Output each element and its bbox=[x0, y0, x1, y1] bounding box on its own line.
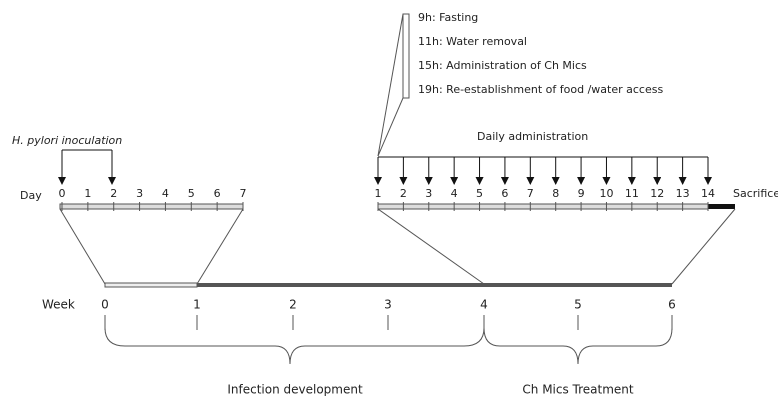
brace bbox=[483, 327, 673, 365]
day-number: 6 bbox=[214, 187, 221, 200]
day-number: 8 bbox=[552, 187, 559, 200]
week-bar bbox=[197, 283, 672, 287]
day-number: 5 bbox=[476, 187, 483, 200]
callout-line bbox=[377, 13, 404, 157]
zoom-line bbox=[59, 208, 106, 285]
treatment-day-bar bbox=[377, 203, 709, 210]
week-number: 3 bbox=[384, 298, 392, 312]
schedule-item: 19h: Re-establishment of food /water acc… bbox=[418, 83, 663, 96]
brace bbox=[104, 327, 485, 365]
week-number: 4 bbox=[480, 298, 488, 312]
day-number: 1 bbox=[84, 187, 91, 200]
day-number: 14 bbox=[701, 187, 715, 200]
day-number: 4 bbox=[162, 187, 169, 200]
day-number: 12 bbox=[650, 187, 664, 200]
inoculation-label: H. pylori inoculation bbox=[12, 134, 122, 147]
day-number: 5 bbox=[188, 187, 195, 200]
callout-line bbox=[377, 97, 404, 157]
daily-label: Daily administration bbox=[477, 130, 588, 143]
phase-label: Ch Mics Treatment bbox=[522, 383, 634, 397]
schedule-item: 9h: Fasting bbox=[418, 11, 478, 24]
day-number: 13 bbox=[676, 187, 690, 200]
day-number: 4 bbox=[451, 187, 458, 200]
day-number: 7 bbox=[240, 187, 247, 200]
day-number: 10 bbox=[599, 187, 613, 200]
day-number: 9 bbox=[578, 187, 585, 200]
day-number: 1 bbox=[375, 187, 382, 200]
day-number: 11 bbox=[625, 187, 639, 200]
week-number: 2 bbox=[289, 298, 297, 312]
week-number: 1 bbox=[193, 298, 201, 312]
day-number: 0 bbox=[59, 187, 66, 200]
day-label: Day bbox=[20, 189, 42, 202]
zoom-line bbox=[671, 208, 736, 285]
day-number: 7 bbox=[527, 187, 534, 200]
week-number: 5 bbox=[574, 298, 582, 312]
day-number: 3 bbox=[136, 187, 143, 200]
schedule-item: 15h: Administration of Ch Mics bbox=[418, 59, 587, 72]
schedule-item: 11h: Water removal bbox=[418, 35, 527, 48]
sacrifice-label: Sacrifice bbox=[733, 187, 778, 200]
week-bar-infection bbox=[104, 282, 198, 288]
sacrifice-bar bbox=[708, 204, 735, 209]
phase-label: Infection development bbox=[227, 383, 363, 397]
zoom-line bbox=[196, 208, 244, 285]
day-number: 2 bbox=[400, 187, 407, 200]
day-number: 3 bbox=[425, 187, 432, 200]
callout-bar bbox=[402, 13, 410, 99]
day-number: 2 bbox=[110, 187, 117, 200]
week-number: 0 bbox=[101, 298, 109, 312]
week-label: Week bbox=[42, 298, 75, 312]
zoom-line bbox=[377, 208, 485, 285]
day-number: 6 bbox=[501, 187, 508, 200]
week-number: 6 bbox=[668, 298, 676, 312]
